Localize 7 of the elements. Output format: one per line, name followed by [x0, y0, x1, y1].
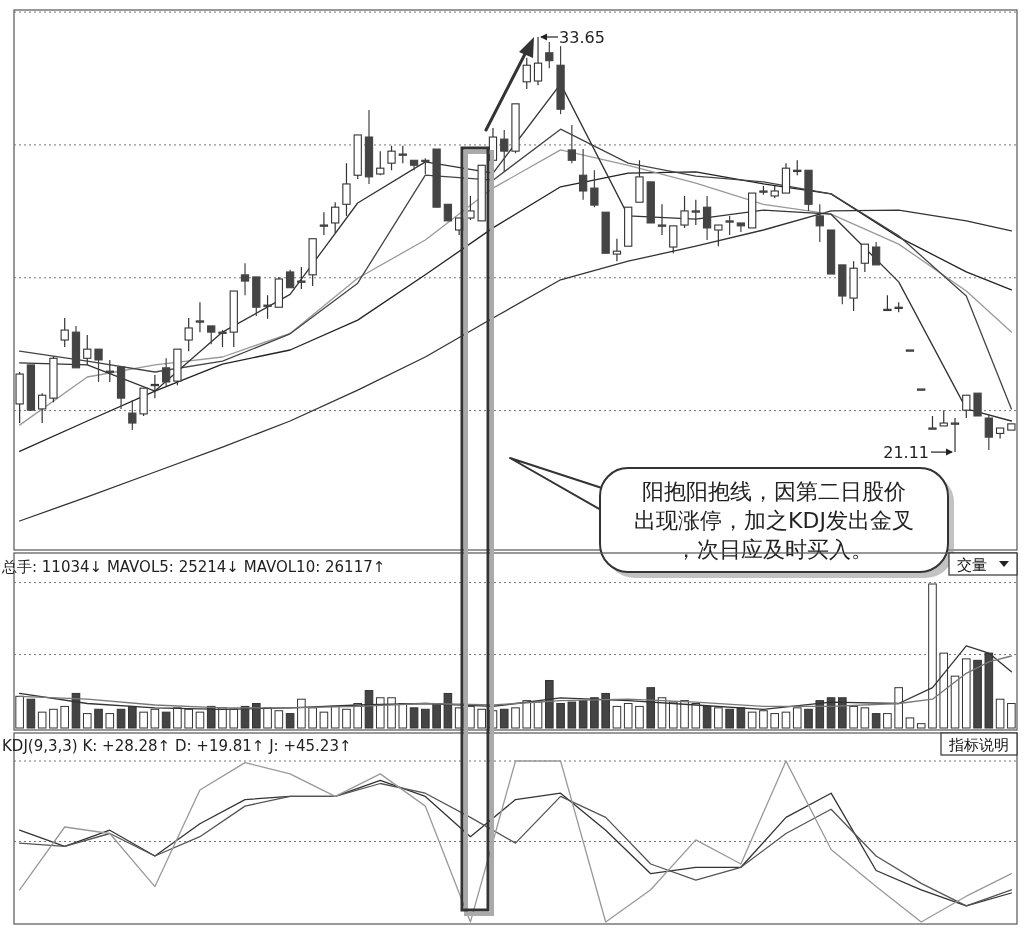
annotation: 21.11: [883, 443, 930, 463]
chart-title: 总手: 11034↓ MAVOL5: 25214↓ MAVOL10: 26117↑: [1, 558, 386, 576]
text: 交量: [957, 556, 987, 574]
text: 指标说明: [948, 736, 1009, 754]
annotation: 33.65: [559, 28, 605, 47]
chart-title: KDJ(9,3,3) K: +28.28↑ D: +19.81↑ J: +45.23↑: [2, 737, 352, 755]
text: 阳抱阳抱线，因第二日股价出现涨停，加之KDJ发出金叉，次日应及时买入。: [634, 479, 914, 562]
